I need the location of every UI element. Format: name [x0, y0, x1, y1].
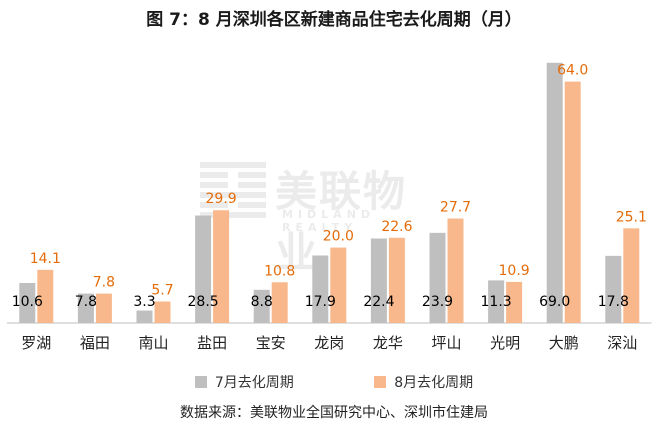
bar-july-10 — [605, 255, 622, 323]
data-label-august-7: 27.7 — [440, 200, 471, 216]
x-tick-label-9: 大鹏 — [549, 334, 579, 352]
bar-july-5 — [312, 255, 329, 323]
chart-title: 图 7：8 月深圳各区新建商品住宅去化周期（月） — [146, 10, 522, 30]
legend-label-july: 7月去化周期 — [214, 375, 294, 391]
bar-august-5 — [330, 247, 347, 323]
bar-august-1 — [95, 293, 112, 323]
bar-august-7 — [447, 218, 464, 323]
legend-item-august: 8月去化周期 — [374, 372, 473, 392]
bar-july-9 — [546, 62, 563, 324]
bar-july-7 — [429, 232, 446, 323]
data-label-august-0: 14.1 — [30, 251, 61, 267]
x-tick-label-6: 龙华 — [373, 334, 403, 352]
data-label-august-4: 10.8 — [264, 263, 295, 279]
x-tick-label-8: 光明 — [490, 334, 520, 352]
legend-label-august: 8月去化周期 — [394, 375, 474, 391]
data-label-july-9: 69.0 — [539, 294, 570, 310]
x-tick-label-1: 福田 — [80, 334, 110, 352]
data-label-july-2: 3.3 — [133, 294, 155, 310]
data-label-august-10: 25.1 — [616, 209, 647, 225]
x-tick-label-2: 南山 — [138, 334, 168, 352]
bar-august-3 — [213, 210, 230, 323]
data-label-july-1: 7.8 — [75, 294, 97, 310]
bar-july-3 — [195, 215, 212, 323]
data-label-august-6: 22.6 — [381, 219, 412, 235]
data-label-july-4: 8.8 — [251, 294, 273, 310]
data-label-july-0: 10.6 — [12, 294, 43, 310]
legend-item-july: 7月去化周期 — [194, 372, 294, 392]
bar-july-2 — [136, 310, 153, 323]
data-label-july-3: 28.5 — [188, 294, 219, 310]
bar-chart: 10.6 14.1 罗湖 7.8 7.8 福田 3.35.7 南山 28.5 29.9 盐田 8.8 1… — [7, 62, 652, 352]
data-label-july-8: 11.3 — [481, 294, 512, 310]
bar-august-9 — [564, 81, 581, 323]
data-label-august-2: 5.7 — [151, 283, 173, 299]
bar-august-2 — [154, 301, 171, 323]
data-label-august-3: 29.9 — [206, 191, 237, 207]
bar-july-0 — [19, 283, 36, 323]
x-tick-label-4: 宝安 — [256, 334, 286, 352]
x-tick-label-3: 盐田 — [197, 334, 227, 352]
data-label-july-10: 17.8 — [598, 294, 629, 310]
bar-august-10 — [623, 228, 640, 323]
data-label-august-8: 10.9 — [499, 263, 530, 279]
midland-logo-icon — [200, 162, 266, 218]
bar-august-6 — [388, 237, 405, 323]
watermark-text: 美联物业 — [275, 167, 408, 277]
legend-swatch-july — [194, 376, 207, 388]
data-label-august-5: 20.0 — [323, 229, 354, 245]
x-tick-label-7: 坪山 — [431, 334, 461, 352]
data-label-july-7: 23.9 — [422, 294, 453, 310]
bar-july-6 — [370, 238, 387, 323]
data-label-july-6: 22.4 — [363, 294, 394, 310]
bar-august-4 — [271, 282, 288, 323]
x-tick-label-0: 罗湖 — [21, 334, 51, 352]
bar-july-8 — [488, 280, 505, 323]
data-label-august-1: 7.8 — [93, 275, 115, 291]
x-tick-label-5: 龙岗 — [314, 334, 344, 352]
bar-july-4 — [253, 289, 270, 323]
bar-august-0 — [37, 269, 54, 323]
x-tick-label-10: 深汕 — [607, 334, 637, 352]
watermark-subtext: MIDLAND REALTY — [282, 208, 376, 234]
bar-august-8 — [506, 281, 523, 323]
legend: 7月去化周期 8月去化周期 — [0, 372, 668, 392]
source-note: 数据来源：美联物业全国研究中心、深圳市住建局 — [180, 405, 488, 421]
bar-july-1 — [77, 293, 94, 323]
legend-swatch-august — [374, 376, 387, 388]
data-label-august-9: 64.0 — [557, 63, 588, 79]
watermark: 美联物业 MIDLAND REALTY — [200, 158, 450, 277]
data-label-july-5: 17.9 — [305, 294, 336, 310]
